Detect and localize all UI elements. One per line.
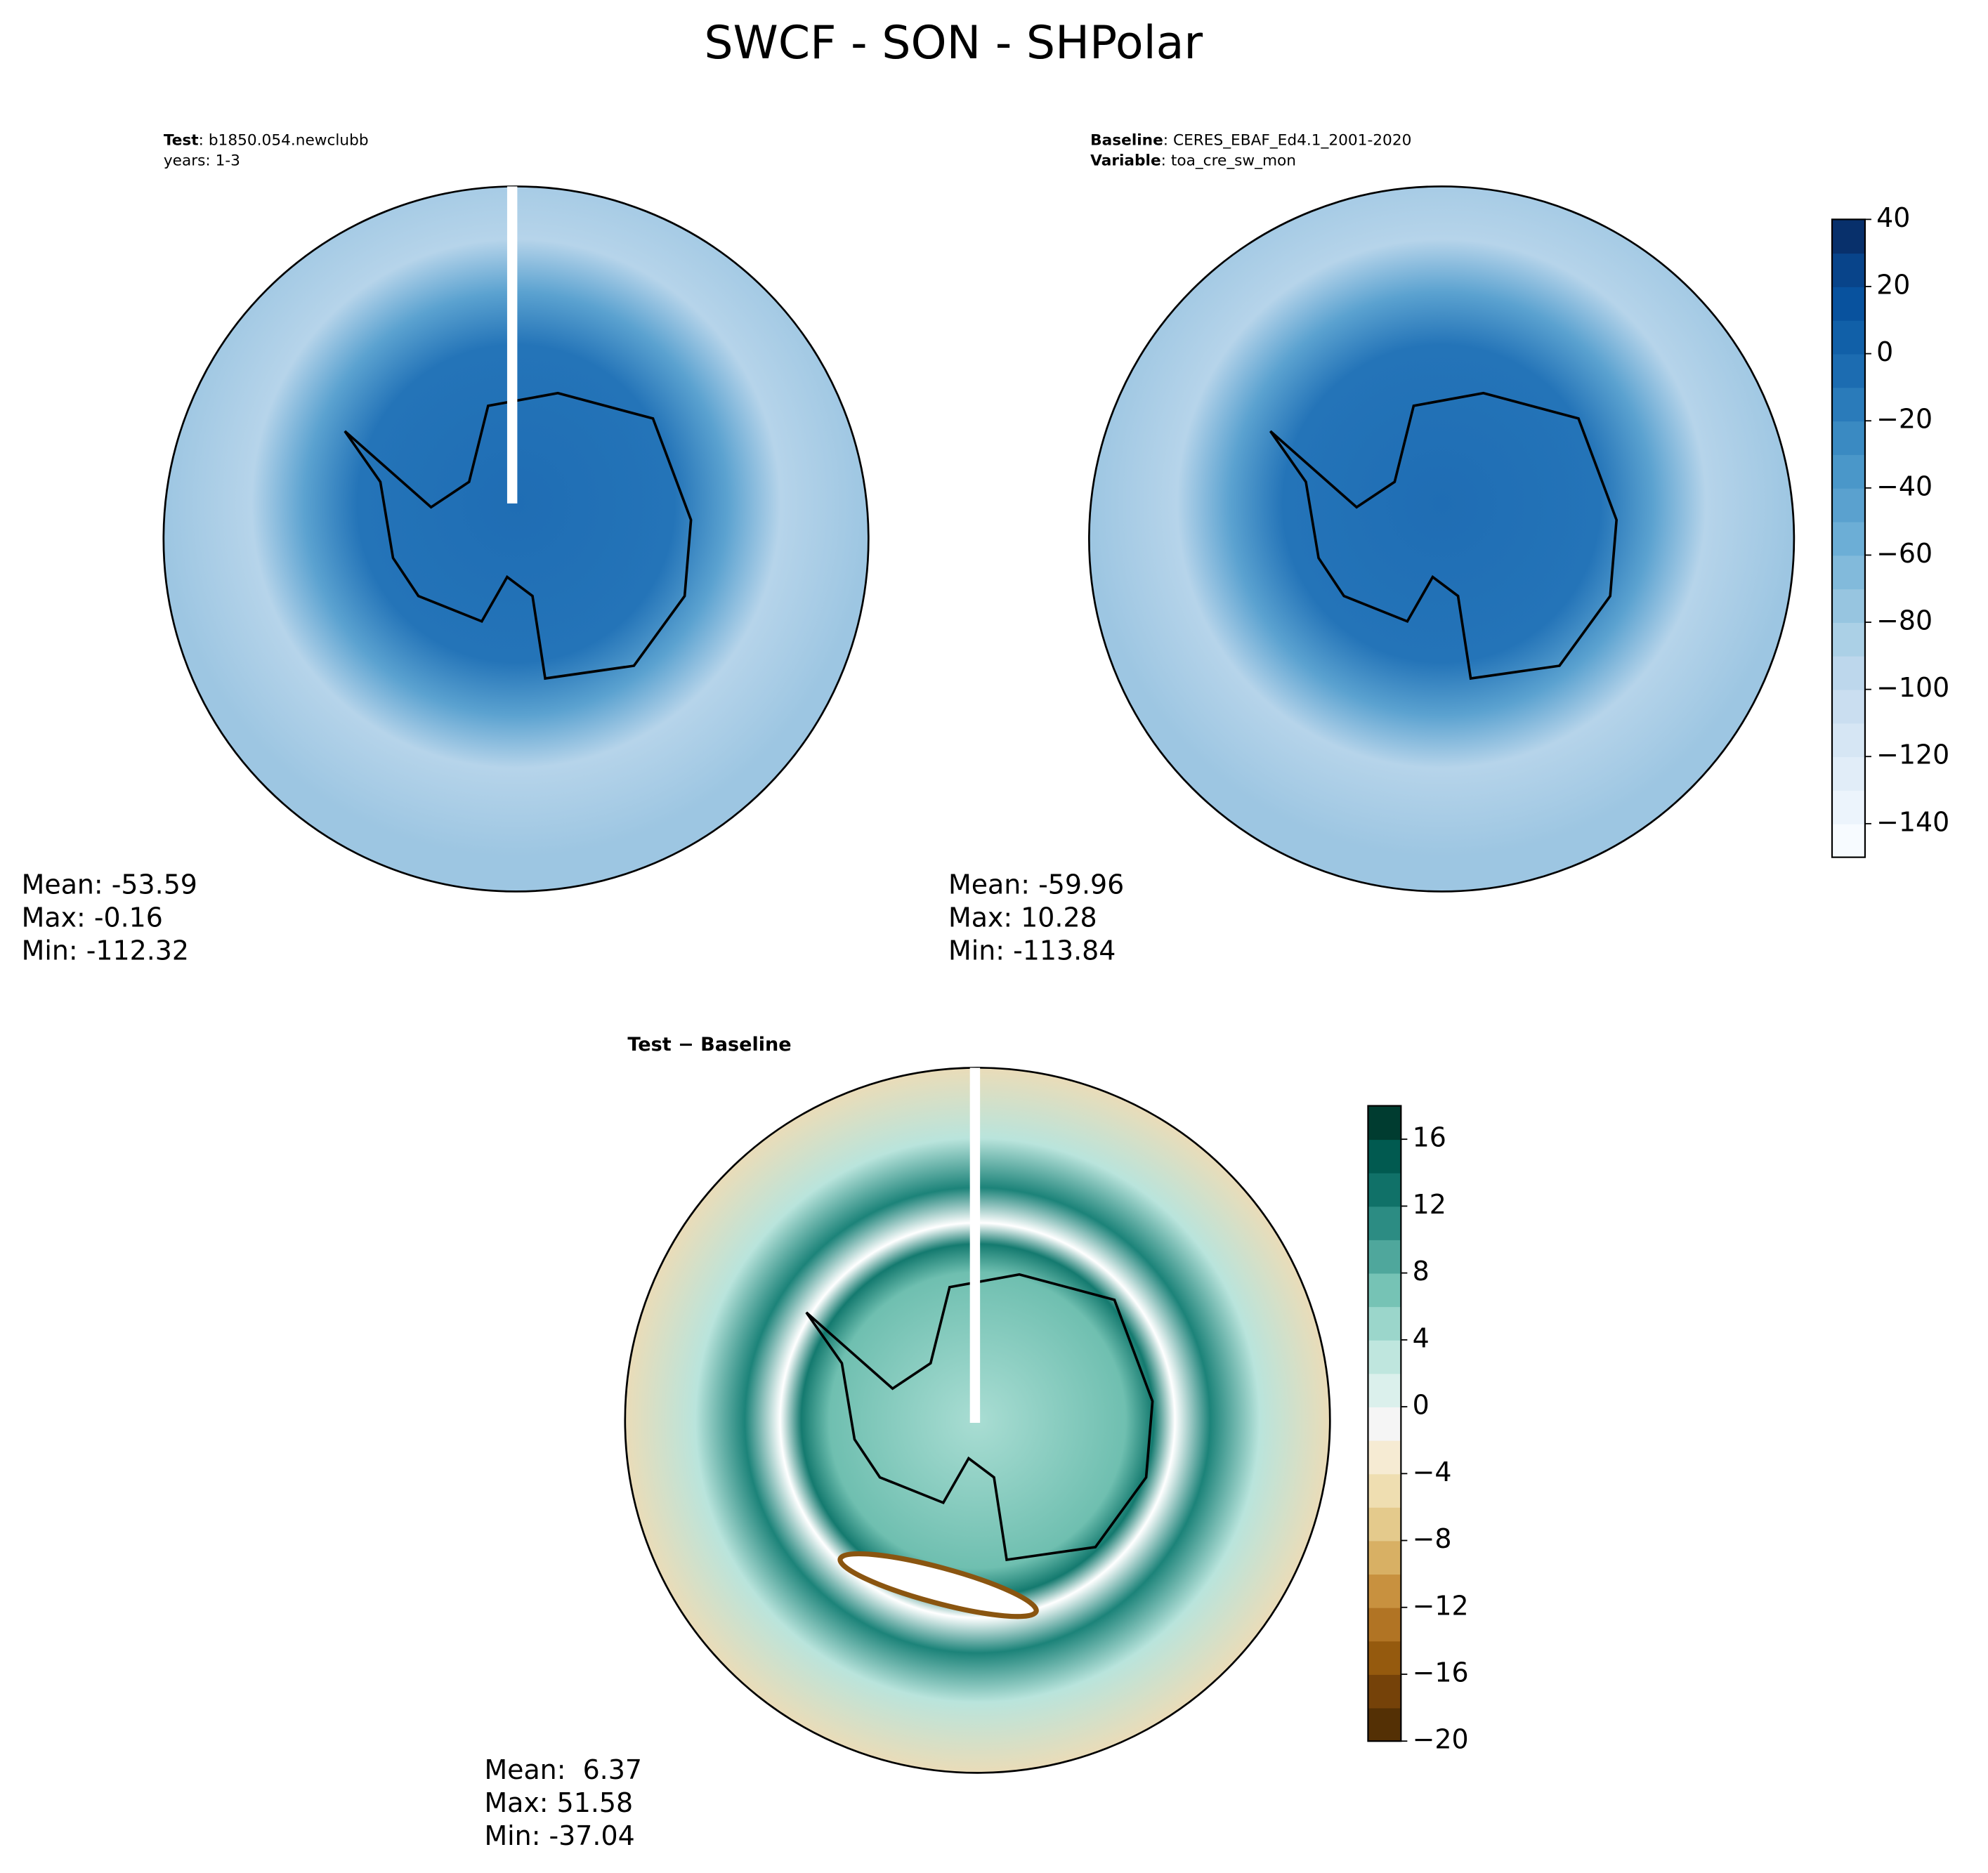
header-text: : toa_cre_sw_mon [1161,152,1296,169]
header-text: : b1850.054.newclubb [199,131,369,149]
colorbar-level [1368,1373,1401,1407]
colorbar-tick-label: 16 [1413,1122,1446,1153]
colorbar-tick-label: −16 [1413,1657,1469,1688]
colorbar-tick-label: −60 [1876,538,1933,569]
colorbar-tick-label: −4 [1413,1457,1452,1487]
header-label: Test [164,131,199,149]
colorbar-tick-label: −100 [1876,672,1949,703]
colorbar-level [1368,1206,1401,1240]
colorbar-level [1832,555,1865,590]
colorbar-level [1832,655,1865,690]
colorbar-level [1832,219,1865,254]
colorbar-tick-label: 0 [1876,336,1893,367]
colorbar-tick-label: 20 [1876,269,1910,300]
colorbar-level [1368,1473,1401,1508]
stat-line: Mean: 6.37 [484,1754,642,1785]
stat-line: Mean: -59.96 [948,869,1124,900]
stat-line: Min: -113.84 [948,935,1116,966]
colorbar-level [1368,1707,1401,1742]
colorbar-level [1368,1306,1401,1341]
colorbar-level [1368,1540,1401,1575]
colorbar-tick-label: 4 [1413,1322,1430,1353]
panel-header: Variable: toa_cre_sw_mon [1090,152,1296,169]
map-baseline [1088,185,1796,893]
colorbar-level [1832,387,1865,422]
colorbar-tick-label: −20 [1876,404,1933,435]
colorbar-level [1832,723,1865,758]
header-label: Test − Baseline [627,1033,791,1055]
stat-line: Min: -37.04 [484,1820,634,1851]
colorbar-level [1832,790,1865,824]
colorbar-level [1368,1440,1401,1475]
header-text: years: 1-3 [164,152,240,169]
map-test [162,185,870,893]
stat-line: Min: -112.32 [22,935,189,966]
map-difference [624,1067,1331,1774]
colorbar-level [1832,454,1865,489]
colorbar-tick-label: 12 [1413,1189,1446,1220]
colorbar-level [1832,689,1865,724]
stat-line: Max: 51.58 [484,1787,633,1818]
figure-title: SWCF - SON - SHPolar [704,17,1203,70]
colorbar-tick-label: 8 [1413,1256,1430,1287]
colorbar-level [1832,589,1865,623]
colorbar-level [1368,1172,1401,1207]
stat-line: Max: -0.16 [22,902,163,933]
colorbar-level [1368,1273,1401,1308]
colorbar-level [1368,1574,1401,1608]
panel-header: Test: b1850.054.newclubb [164,131,369,149]
colorbar-level [1368,1139,1401,1174]
colorbar-level [1832,521,1865,556]
colorbar-level [1832,756,1865,791]
colorbar-level [1832,421,1865,455]
colorbar-level [1368,1105,1401,1141]
stat-line: Mean: -53.59 [22,869,197,900]
stat-line: Max: 10.28 [948,902,1097,933]
header-label: Baseline [1090,131,1163,149]
colorbar-level [1368,1339,1401,1374]
colorbar-level [1368,1674,1401,1709]
panel-header: Baseline: CERES_EBAF_Ed4.1_2001-2020 [1090,131,1411,149]
colorbar-frame [1367,1105,1402,1742]
colorbar-tick-label: −8 [1413,1523,1452,1554]
colorbar-level [1368,1407,1401,1441]
panel-header: years: 1-3 [164,152,240,169]
colorbar-level [1832,823,1865,858]
colorbar-tick-label: −140 [1876,806,1949,837]
colorbar-tick-label: −120 [1876,740,1949,770]
colorbar-level [1832,353,1865,388]
colorbar-tick-label: 40 [1876,202,1910,233]
colorbar-level [1832,253,1865,287]
colorbar-level [1368,1641,1401,1675]
colorbar-frame [1831,218,1866,858]
colorbar-level [1368,1506,1401,1542]
colorbar-level [1368,1240,1401,1274]
header-label: Variable [1090,152,1161,169]
colorbar-level [1832,487,1865,523]
colorbar-tick-label: −40 [1876,471,1933,501]
colorbar-tick-label: −20 [1413,1724,1469,1755]
header-text: : CERES_EBAF_Ed4.1_2001-2020 [1163,131,1412,149]
colorbar-tick-label: 0 [1413,1390,1430,1421]
colorbar-tick-label: −80 [1876,605,1933,636]
colorbar-level [1832,622,1865,657]
colorbar-level [1832,286,1865,321]
colorbar-level [1368,1607,1401,1642]
colorbar-tick-label: −12 [1413,1590,1469,1621]
panel-header: Test − Baseline [627,1033,791,1055]
colorbar-level [1832,320,1865,355]
